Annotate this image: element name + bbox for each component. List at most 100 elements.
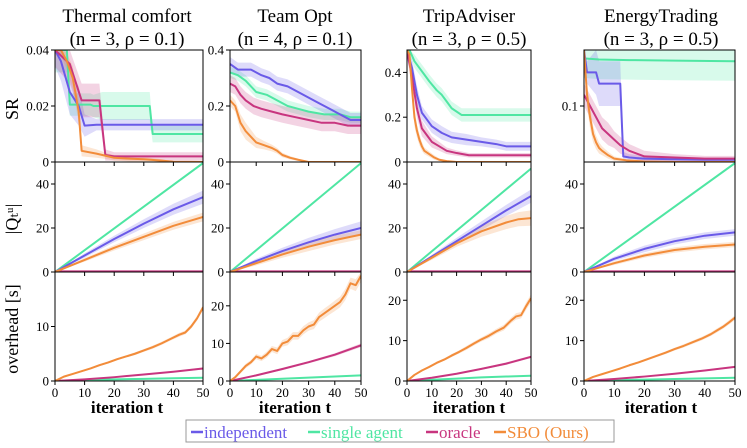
ytick-label-sr-thermal-0: 0	[43, 155, 50, 170]
xtick-label-ov-thermal-1: 10	[78, 385, 91, 400]
column-subtitle-4: (n = 3, ρ = 0.5)	[604, 29, 719, 50]
plot-area-ov-team	[230, 272, 361, 381]
xlabel-col-1: iteration t	[91, 398, 164, 417]
ytick-label-ov-team-2: 20	[211, 298, 224, 313]
line-independent-q-team	[230, 227, 361, 272]
band-independent-sr-trip	[407, 50, 531, 151]
column-subtitle-1: (n = 3, ρ = 0.1)	[70, 29, 185, 50]
line-independent-q-thermal	[55, 196, 203, 272]
plot-area-ov-thermal	[55, 304, 203, 381]
ytick-label-q-trip-0: 0	[395, 265, 402, 280]
band-sbo-ours-ov-thermal	[55, 304, 203, 381]
column-title-3: TripAdviser	[423, 6, 516, 27]
xtick-label-ov-energy-5: 50	[729, 385, 742, 400]
plot-area-q-energy	[584, 162, 735, 272]
axes-frame-ov-team	[229, 271, 362, 382]
xlabel-col-3: iteration t	[433, 398, 506, 417]
line-sbo-ours-ov-team	[230, 275, 361, 381]
column-title-4: EnergyTrading	[604, 6, 719, 27]
xtick-label-ov-trip-5: 50	[525, 385, 538, 400]
band-independent-sr-thermal	[55, 50, 203, 137]
line-oracle-sr-trip	[407, 50, 531, 157]
band-sbo-ours-q-energy	[584, 241, 735, 272]
line-single-agent-q-energy	[584, 162, 735, 272]
line-oracle-sr-energy	[584, 94, 735, 160]
line-single-agent-ov-trip	[407, 374, 531, 381]
line-oracle-sr-team	[230, 82, 361, 127]
band-independent-sr-energy	[584, 50, 735, 162]
ytick-label-ov-trip-1: 10	[388, 333, 401, 348]
plot-area-sr-team	[230, 57, 361, 162]
plot-area-sr-trip	[407, 50, 531, 162]
axes-frame-ov-energy	[583, 271, 736, 382]
band-independent-q-trip	[407, 189, 531, 272]
band-independent-sr-team	[230, 57, 361, 127]
ytick-label-q-team-1: 20	[211, 221, 224, 236]
xtick-label-ov-thermal-4: 40	[167, 385, 180, 400]
ytick-label-ov-thermal-1: 10	[36, 319, 49, 334]
line-sbo-ours-sr-energy	[584, 50, 735, 162]
line-sbo-ours-q-team	[230, 233, 361, 272]
xtick-label-ov-thermal-0: 0	[52, 385, 59, 400]
ytick-label-sr-trip-0: 0	[395, 155, 402, 170]
ytick-label-ov-team-0: 0	[218, 374, 225, 389]
xtick-label-ov-trip-2: 20	[450, 385, 463, 400]
legend-label-oracle: oracle	[439, 423, 481, 442]
legend-label-single-agent: single agent	[321, 423, 403, 442]
ytick-label-ov-thermal-0: 0	[43, 374, 50, 389]
plot-area-ov-energy	[584, 315, 735, 381]
xtick-label-ov-trip-4: 40	[500, 385, 513, 400]
xtick-label-ov-team-1: 10	[250, 385, 263, 400]
row-ylabel-overhead: overhead [s]	[2, 284, 22, 373]
axes-frame-ov-thermal	[54, 271, 204, 382]
line-oracle-ov-thermal	[55, 367, 203, 381]
panel-sr-team: 0 0.2 0.4	[208, 43, 362, 170]
band-sbo-ours-sr-energy	[584, 50, 735, 162]
ytick-label-q-energy-1: 20	[565, 221, 578, 236]
line-independent-sr-energy	[584, 50, 735, 161]
ytick-label-q-team-0: 0	[218, 265, 225, 280]
ytick-label-ov-trip-2: 20	[388, 293, 401, 308]
panel-ov-team: 0 10 20 0 10 20 30 40 50	[211, 271, 368, 400]
line-sbo-ours-q-energy	[584, 243, 735, 272]
band-single-agent-sr-trip	[407, 50, 531, 122]
line-sbo-ours-ov-energy	[584, 316, 735, 381]
ytick-label-ov-energy-2: 20	[565, 293, 578, 308]
ytick-label-ov-energy-0: 0	[572, 374, 579, 389]
line-sbo-ours-q-trip	[407, 217, 531, 272]
panel-ov-trip: 0 10 20 0 10 20 30 40 50	[388, 271, 538, 400]
legend-frame	[185, 419, 615, 443]
panel-ov-thermal: 0 10 0 10 20 30 40 50	[36, 271, 210, 400]
ytick-label-q-thermal-1: 20	[36, 221, 49, 236]
ytick-label-sr-thermal-1: 0.02	[26, 99, 49, 114]
xtick-label-ov-energy-0: 0	[581, 385, 588, 400]
line-single-agent-sr-trip	[407, 50, 531, 116]
line-single-agent-sr-thermal	[55, 50, 203, 135]
xtick-label-ov-thermal-2: 20	[108, 385, 121, 400]
ytick-label-q-energy-2: 40	[565, 177, 578, 192]
line-oracle-ov-trip	[407, 355, 531, 381]
xtick-label-ov-energy-3: 30	[668, 385, 681, 400]
line-oracle-ov-team	[230, 344, 361, 381]
plot-area-q-team	[230, 162, 361, 272]
ytick-label-q-team-2: 40	[211, 177, 224, 192]
line-single-agent-ov-energy	[584, 376, 735, 381]
panel-q-team: 0 20 40	[211, 161, 362, 280]
xlabel-col-4: iteration t	[625, 398, 698, 417]
band-single-agent-sr-thermal	[55, 50, 203, 143]
ytick-label-sr-energy-0: 0.1	[562, 99, 578, 114]
line-sbo-ours-ov-thermal	[55, 306, 203, 381]
line-oracle-ov-energy	[584, 365, 735, 381]
xtick-label-ov-thermal-5: 50	[197, 385, 210, 400]
column-subtitle-2: (n = 4, ρ = 0.1)	[238, 29, 353, 50]
legend-label-independent: independent	[204, 423, 287, 442]
line-single-agent-sr-energy	[584, 57, 735, 63]
ytick-label-q-thermal-2: 40	[36, 177, 49, 192]
plot-area-q-trip	[407, 167, 531, 272]
ytick-label-sr-thermal-2: 0.04	[26, 43, 49, 58]
xtick-label-ov-trip-3: 30	[475, 385, 488, 400]
plot-area-ov-trip	[407, 294, 531, 381]
panel-q-thermal: 0 20 40	[36, 161, 204, 280]
column-title-2: Team Opt	[257, 6, 333, 27]
